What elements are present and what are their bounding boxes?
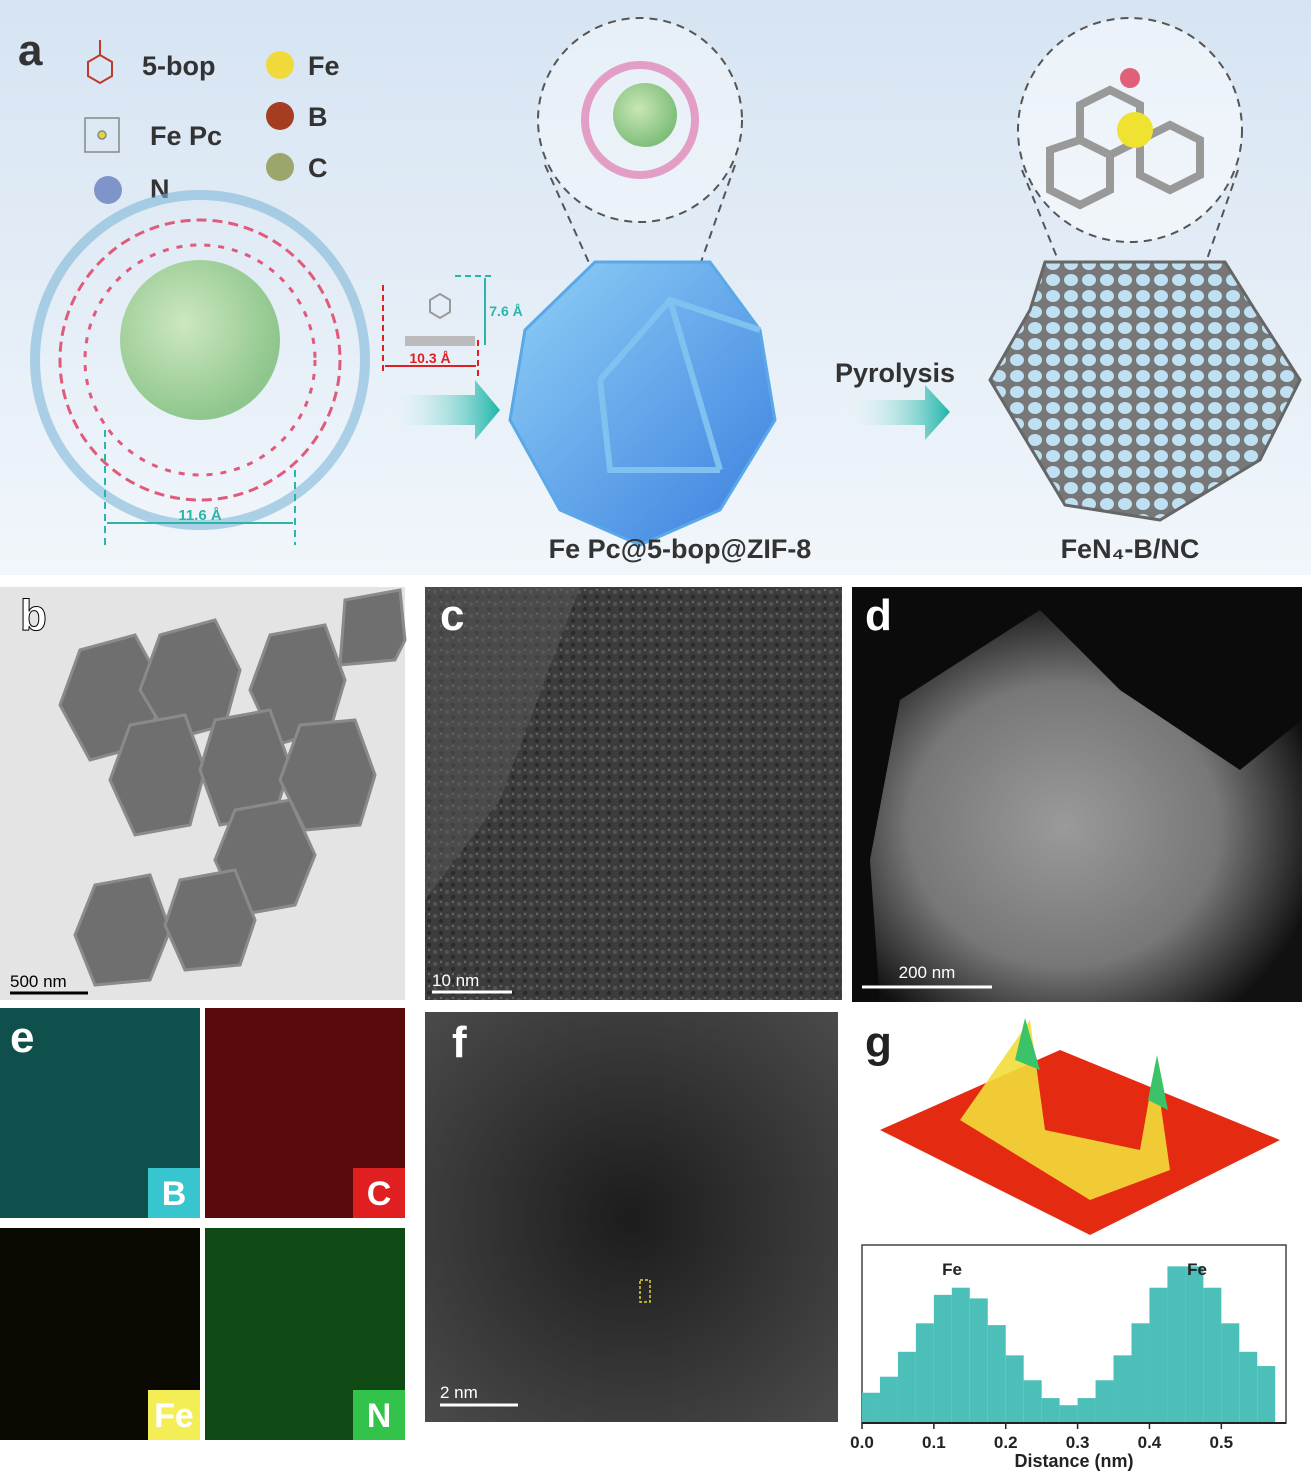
- intensity-peak: [1015, 1018, 1040, 1070]
- bar: [1113, 1355, 1132, 1423]
- histogram: 0.0 0.1 0.2 0.3 0.4 0.5 Distance (nm) Fe Fe: [850, 1244, 1287, 1471]
- n-atom: [94, 176, 122, 204]
- panel-c: c 10 nm: [425, 587, 842, 1000]
- bar: [987, 1325, 1006, 1423]
- zoom-lines: [544, 164, 736, 266]
- legend-text: 5-bop: [142, 51, 216, 81]
- bar: [1239, 1351, 1258, 1423]
- bar: [1203, 1287, 1222, 1423]
- panel-label: d: [865, 591, 892, 640]
- scale-bar-label: 2 nm: [440, 1383, 478, 1402]
- x-tick-label: 0.3: [1066, 1433, 1090, 1452]
- zoom-lines: [1021, 169, 1239, 266]
- product-label: FeN₄-B/NC: [1061, 534, 1200, 564]
- x-tick-label: 0.5: [1210, 1433, 1234, 1452]
- bar: [1041, 1398, 1060, 1423]
- dimension-lines: [104, 430, 296, 545]
- panel-g: g: [865, 1018, 1280, 1235]
- particle: [870, 610, 1302, 1002]
- map-tag: [353, 1390, 405, 1440]
- c-atom: [266, 153, 294, 181]
- legend-text: C: [308, 153, 328, 183]
- arrow: [840, 385, 950, 440]
- crystal-edges: [597, 296, 761, 473]
- b-atom: [266, 102, 294, 130]
- cage: [30, 190, 370, 530]
- panel-d: d 200 nm: [852, 587, 1302, 1002]
- bar: [1077, 1398, 1096, 1423]
- carbon-polyhedron: [988, 260, 1302, 522]
- panel-a: a 5-bop Fe Pc N Fe B C 11.6 Å 10.3 Å 7.6…: [0, 0, 1311, 575]
- x-axis-label: Distance (nm): [1014, 1451, 1133, 1471]
- ac-haadf-image: [425, 1012, 838, 1422]
- bar: [951, 1287, 970, 1423]
- arrow: [380, 380, 500, 440]
- edge-region: [425, 587, 580, 900]
- bar: [1095, 1380, 1114, 1423]
- bar: [1185, 1266, 1204, 1423]
- fe-atom: [266, 51, 294, 79]
- panel-label: e: [10, 1013, 34, 1062]
- b-atom: [1120, 68, 1140, 88]
- dimension-label: 10.3 Å: [409, 350, 450, 366]
- product-label: Fe Pc@5-bop@ZIF-8: [549, 534, 812, 564]
- fepc-icon: [84, 117, 120, 153]
- bar: [1221, 1323, 1240, 1423]
- bar: [1257, 1366, 1276, 1423]
- scale-bar-label: 10 nm: [432, 971, 479, 990]
- bar: [1005, 1355, 1024, 1423]
- peak-label: Fe: [1187, 1260, 1207, 1279]
- panel-label: f: [452, 1018, 467, 1067]
- legend-text: Fe Pc: [150, 121, 222, 151]
- bar: [1131, 1323, 1150, 1423]
- bar: [1149, 1287, 1168, 1423]
- particles: [58, 588, 407, 987]
- panel-label: a: [18, 26, 43, 75]
- scale-bar-label: 200 nm: [899, 963, 956, 982]
- x-tick-label: 0.0: [850, 1433, 874, 1452]
- legend-text: Fe: [308, 51, 340, 81]
- bop-inset: [382, 275, 495, 380]
- selection-box: [639, 1279, 651, 1303]
- x-tick-label: 0.1: [922, 1433, 946, 1452]
- bar: [897, 1351, 916, 1423]
- map-tag: [353, 1168, 405, 1218]
- bar: [969, 1298, 988, 1423]
- zoom-structure: [613, 83, 677, 147]
- map-tag: [148, 1390, 200, 1440]
- panel-label: c: [440, 591, 464, 640]
- panel-b: b 500 nm: [0, 587, 407, 1000]
- map-label: N: [367, 1397, 392, 1435]
- bar: [933, 1294, 952, 1423]
- dimension-label: 11.6 Å: [178, 507, 222, 524]
- step-label: Pyrolysis: [835, 358, 955, 388]
- map-tag: [148, 1168, 200, 1218]
- bar: [879, 1376, 898, 1423]
- panel-label: b: [20, 591, 47, 640]
- intensity-peaks: [960, 1020, 1170, 1200]
- scale-bar-label: 500 nm: [10, 972, 67, 991]
- bar: [1059, 1405, 1078, 1423]
- x-tick-label: 0.2: [994, 1433, 1018, 1452]
- peak-label: Fe: [942, 1260, 962, 1279]
- zoom-structure: [581, 61, 699, 179]
- bar: [1167, 1266, 1186, 1423]
- legend-text: B: [308, 102, 328, 132]
- bop-icon: [87, 40, 113, 85]
- panel-label: g: [865, 1018, 892, 1067]
- map-label: C: [367, 1175, 392, 1213]
- bar: [1023, 1380, 1042, 1423]
- dimension-label: 7.6 Å: [489, 303, 522, 319]
- zif8-crystal: [508, 260, 777, 547]
- bar: [915, 1323, 934, 1423]
- panel-f: f 2 nm: [425, 1012, 838, 1422]
- panel-e: e B C Fe N: [0, 1008, 405, 1440]
- intensity-peak: [1148, 1055, 1168, 1110]
- x-tick-label: 0.4: [1138, 1433, 1162, 1452]
- map-label: Fe: [154, 1397, 194, 1435]
- map-label: B: [162, 1175, 187, 1213]
- bar: [862, 1392, 880, 1423]
- fe-atom: [1117, 112, 1153, 148]
